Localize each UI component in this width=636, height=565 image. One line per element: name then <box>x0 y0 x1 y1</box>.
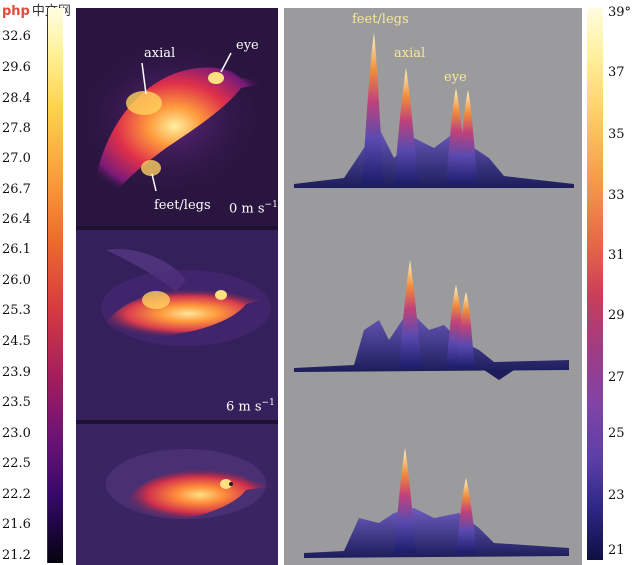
label-eye: eye <box>236 38 259 53</box>
hummingbird-thermal-image <box>106 449 274 521</box>
label-speed-0: 0 m s−1 <box>229 200 278 216</box>
left-tick: 27.8 <box>2 121 31 136</box>
surface-plot-middle <box>294 260 569 380</box>
left-tick: 23.5 <box>2 395 31 410</box>
right-color-bar <box>587 8 603 560</box>
surface-label-eye: eye <box>444 70 467 85</box>
label-speed-6: 6 m s−1 <box>226 398 275 414</box>
right-tick: 33 <box>608 188 625 203</box>
thermal-panel-6ms: 6 m s−1 <box>76 230 278 420</box>
right-tick: 31 <box>608 248 625 263</box>
left-tick: 22.5 <box>2 456 31 471</box>
left-tick: 26.1 <box>2 242 31 257</box>
left-tick: 29.6 <box>2 60 31 75</box>
label-feet-legs: feet/legs <box>154 198 211 213</box>
right-tick: 21 <box>608 543 625 558</box>
right-tick: 25 <box>608 426 625 441</box>
speed-value: 0 m s <box>229 201 265 217</box>
surface-label-axial: axial <box>394 46 426 61</box>
thermal-image-column: axial eye feet/legs 0 m s−1 6 m s−1 <box>76 8 278 565</box>
thermal-panel-bottom <box>76 424 278 565</box>
left-tick: 23.9 <box>2 365 31 380</box>
watermark-brand: php <box>2 4 30 19</box>
surface-label-feet-legs: feet/legs <box>352 12 409 27</box>
left-tick: 26.0 <box>2 273 31 288</box>
hummingbird-thermal-image <box>76 38 271 198</box>
left-tick: 26.7 <box>2 182 31 197</box>
left-tick: 22.2 <box>2 487 31 502</box>
left-tick: 21.2 <box>2 548 31 563</box>
right-tick: 23 <box>608 488 625 503</box>
thermal-surface-plots: feet/legs axial eye <box>284 8 582 565</box>
left-tick: 32.6 <box>2 29 31 44</box>
right-tick: 27 <box>608 370 625 385</box>
left-tick: 23.0 <box>2 426 31 441</box>
left-color-bar-border <box>63 8 65 563</box>
surface-plot-top <box>294 33 574 188</box>
left-tick: 25.3 <box>2 303 31 318</box>
left-tick: 27.0 <box>2 151 31 166</box>
left-tick: 28.4 <box>2 91 31 106</box>
right-tick: 37 <box>608 65 625 80</box>
speed-exponent: −1 <box>264 200 278 210</box>
surface-plot-bottom <box>304 448 569 558</box>
label-axial: axial <box>144 46 176 61</box>
speed-value: 6 m s <box>226 399 262 415</box>
hummingbird-thermal-image <box>101 249 276 346</box>
right-tick: 35 <box>608 127 625 142</box>
speed-exponent: −1 <box>261 398 275 408</box>
left-temperature-scale <box>0 0 76 565</box>
left-tick: 26.4 <box>2 212 31 227</box>
right-tick: 29 <box>608 308 625 323</box>
left-tick: 24.5 <box>2 334 31 349</box>
left-tick: 21.6 <box>2 517 31 532</box>
thermal-panel-0ms: axial eye feet/legs 0 m s−1 <box>76 8 278 226</box>
right-tick: 39° <box>608 5 632 20</box>
